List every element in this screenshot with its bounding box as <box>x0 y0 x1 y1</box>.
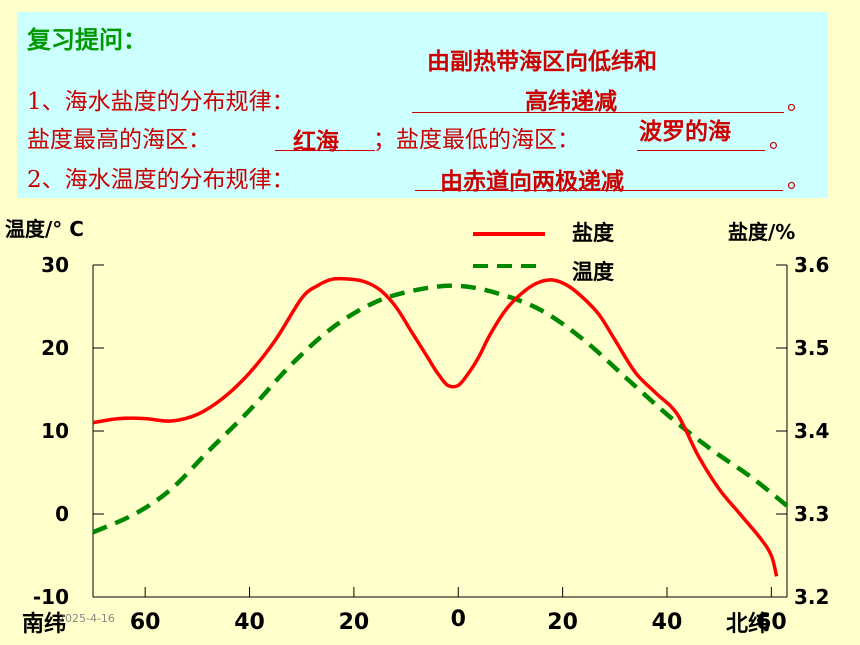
x-tick-label: 20 <box>339 610 370 635</box>
q1b-text-a: 盐度最高的海区： <box>27 127 211 153</box>
salinity-series-line <box>92 276 779 577</box>
review-question-box: 复习提问： 由副热带海区向低纬和 1、海水盐度的分布规律： 高纬递减 。 盐度最… <box>17 12 828 198</box>
q1b-answer-b: 波罗的海 <box>639 119 731 145</box>
q2-text: 2、海水温度的分布规律： <box>27 167 295 193</box>
y-left-tick-label: 10 <box>41 419 69 443</box>
q1b-answer-a: 红海 <box>293 129 339 155</box>
x-tick-label: 40 <box>652 610 683 635</box>
q1b-text-b: ；盐度最低的海区： <box>373 127 580 153</box>
y-right-axis-label: 盐度/% <box>728 220 795 244</box>
y-left-tick-label: 30 <box>41 253 69 277</box>
legend-salinity-label: 盐度 <box>572 221 614 245</box>
chart-series <box>92 276 789 577</box>
q1b-end: 。 <box>769 127 792 153</box>
y-right-tick-label: 3.6 <box>794 253 829 277</box>
y-right-tick-label: 3.3 <box>794 502 829 526</box>
q1b-underline-a <box>275 150 375 151</box>
y-right-tick-label: 3.4 <box>794 419 829 443</box>
y-left-tick-label: 0 <box>55 502 69 526</box>
date-stamp: 2025-4-16 <box>58 612 115 625</box>
legend-temperature-label: 温度 <box>572 260 614 284</box>
y-right-tick-label: 3.5 <box>794 336 829 360</box>
q2-answer: 由赤道向两极递减 <box>440 169 624 195</box>
y-left-tick-label: 20 <box>41 336 69 360</box>
q1-answer-line2: 高纬递减 <box>525 89 617 115</box>
x-tick-label: 40 <box>234 610 265 635</box>
x-tick-label: 60 <box>130 610 161 635</box>
q2-underline <box>415 190 783 191</box>
q1b-underline-b <box>637 150 765 151</box>
review-heading: 复习提问： <box>27 26 147 54</box>
q1-underline <box>412 112 784 113</box>
q1-text: 1、海水盐度的分布规律： <box>27 89 295 115</box>
chart-axes: 30 20 10 0 -10 3.6 3.5 3.4 3.3 3.2 60 40 20 0 20 40 60 <box>33 253 830 635</box>
y-left-axis-label: 温度/° C <box>5 217 84 241</box>
x-axis-label-north: 北纬 <box>726 611 770 637</box>
y-right-tick-label: 3.2 <box>794 585 829 609</box>
q2-end: 。 <box>787 167 810 193</box>
q1-end: 。 <box>787 89 810 115</box>
q1-answer-line1: 由副热带海区向低纬和 <box>427 49 657 75</box>
x-tick-label: 0 <box>451 607 466 632</box>
temperature-series-line <box>92 283 789 535</box>
y-left-tick-label: -10 <box>33 585 69 609</box>
x-tick-label: 60 <box>756 610 787 635</box>
x-axis-label-south: 南纬 <box>22 611 66 637</box>
x-tick-label: 20 <box>547 610 578 635</box>
